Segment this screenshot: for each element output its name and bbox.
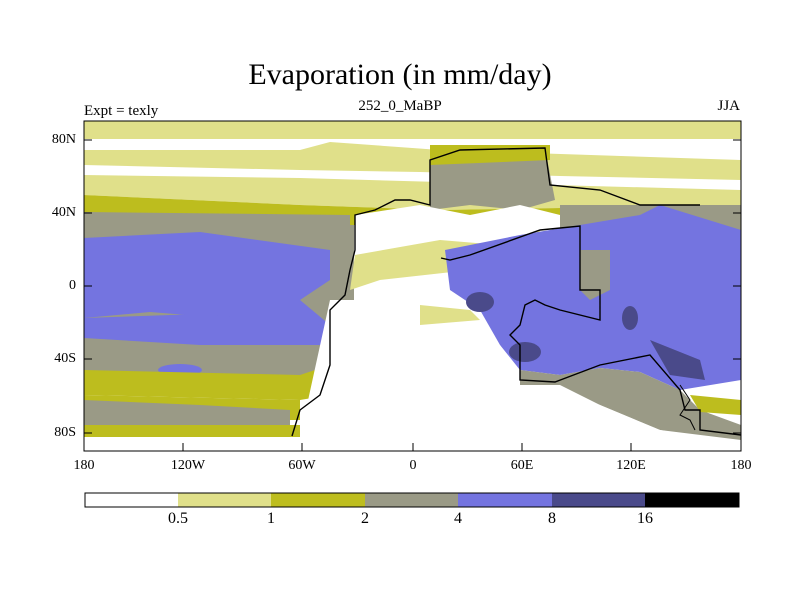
y-tick-label-80n: 80N [51, 132, 76, 147]
colorbar-label-16: 16 [637, 510, 653, 527]
map-field [84, 121, 741, 451]
x-tick-label-180e: 180 [730, 458, 752, 473]
experiment-label: Expt = texly [84, 103, 159, 119]
y-tick-label-80s: 80S [54, 425, 76, 440]
colorbar-bin-5 [458, 493, 552, 507]
x-tick-label-60w: 60W [288, 458, 316, 473]
colorbar-bin-2 [178, 493, 271, 507]
period-label: 252_0_MaBP [358, 98, 442, 114]
colorbar-bin-3 [271, 493, 365, 507]
colorbar-bin-4 [365, 493, 458, 507]
colorbar-bin-6 [552, 493, 645, 507]
colorbar-bin-1 [85, 493, 178, 507]
y-tick-label-40s: 40S [54, 351, 76, 366]
season-label: JJA [717, 98, 740, 114]
x-tick-label-60e: 60E [510, 458, 534, 473]
x-tick-label-0: 0 [409, 458, 417, 473]
colorbar-label-1: 1 [267, 510, 275, 527]
x-tick-label-120w: 120W [170, 458, 206, 473]
x-tick-label-120e: 120E [616, 458, 646, 473]
y-tick-label-0: 0 [69, 278, 76, 293]
colorbar [84, 492, 740, 508]
colorbar-label-2: 2 [361, 510, 369, 527]
colorbar-label-4: 4 [454, 510, 462, 527]
y-axis-ticks [84, 139, 741, 434]
colorbar-label-8: 8 [548, 510, 556, 527]
colorbar-label-0.5: 0.5 [168, 510, 188, 527]
y-tick-label-40n: 40N [51, 205, 76, 220]
x-axis-ticks [83, 443, 742, 451]
x-tick-label-180w: 180 [73, 458, 95, 473]
colorbar-bin-7 [645, 493, 739, 507]
map-title: Evaporation (in mm/day) [248, 58, 552, 91]
